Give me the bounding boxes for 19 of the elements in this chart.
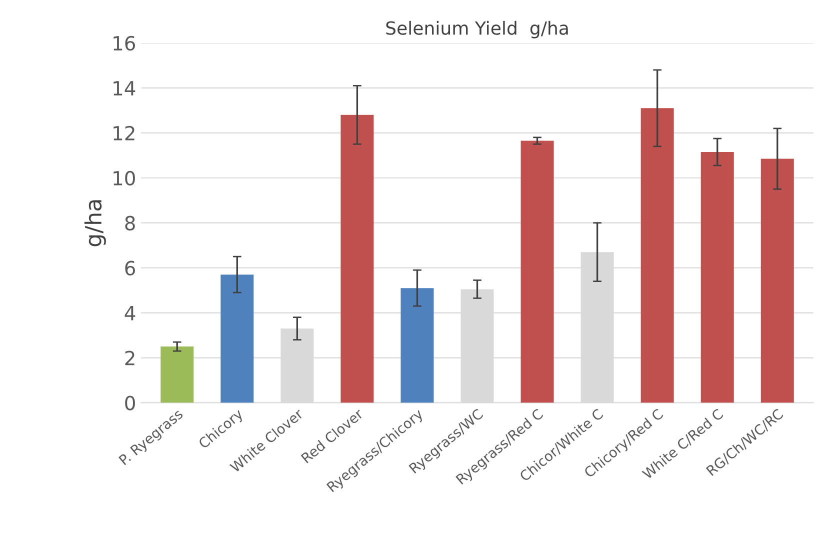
bar bbox=[520, 140, 554, 403]
chart-title: Selenium Yield g/ha bbox=[386, 20, 568, 38]
bar bbox=[340, 114, 374, 403]
y-tick-label: 8 bbox=[125, 216, 135, 231]
y-tick-label: 12 bbox=[114, 126, 134, 140]
y-tick-label: 16 bbox=[114, 36, 136, 51]
y-tick-label: 6 bbox=[125, 260, 136, 276]
y-tick-label: 14 bbox=[114, 81, 136, 96]
y-tick-label: 2 bbox=[125, 350, 134, 366]
bar bbox=[220, 274, 254, 403]
y-axis-title: g/ha bbox=[84, 200, 106, 246]
y-tick-label: 0 bbox=[125, 396, 135, 410]
bar bbox=[700, 152, 734, 403]
bar bbox=[160, 346, 194, 403]
bar bbox=[760, 158, 794, 403]
y-tick-label: 4 bbox=[124, 306, 136, 320]
bar bbox=[640, 108, 674, 403]
y-tick-label: 10 bbox=[114, 170, 135, 186]
bar bbox=[400, 288, 434, 403]
